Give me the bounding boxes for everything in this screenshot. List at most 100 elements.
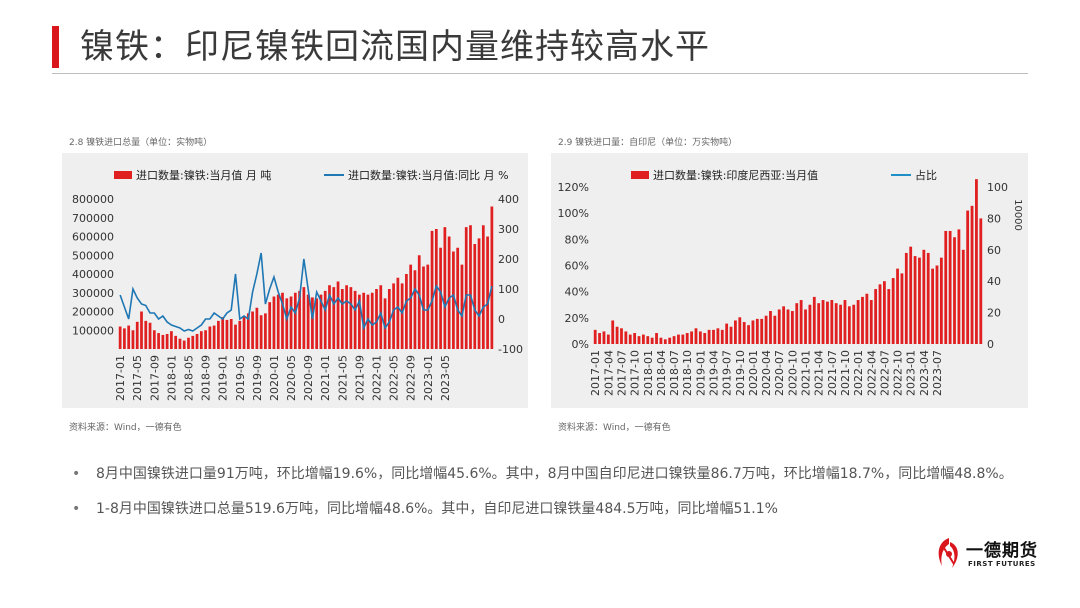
data-bar — [931, 268, 934, 344]
line-series — [119, 252, 493, 332]
x-axis-tick-label: 2021-09 — [353, 355, 366, 401]
x-axis-tick-label: 2023-04 — [918, 350, 931, 396]
right-chart-source: 资料来源：Wind，一德有色 — [558, 423, 671, 433]
data-bar — [144, 320, 148, 350]
left-chart-svg: 进口数量:镍铁:当月值 月 吨 进口数量:镍铁:当月值:同比 月 % 100000 2… — [72, 168, 523, 401]
data-bar — [593, 329, 597, 344]
x-axis-tick-label: 2018-09 — [200, 355, 213, 401]
data-bar — [456, 247, 460, 349]
data-bar — [738, 317, 742, 344]
data-bar — [443, 227, 447, 350]
x-axis-tick-label: 2021-10 — [839, 350, 852, 396]
data-bar — [650, 337, 654, 344]
bullet-list: • 8月中国镍铁进口量91万吨，环比增幅19.6%，同比增幅45.6%。其中，8… — [72, 462, 1032, 532]
data-bar — [477, 238, 481, 350]
right-axis-tick-label: 60 — [987, 244, 1001, 257]
data-bar — [707, 329, 711, 344]
data-bar — [672, 336, 676, 344]
data-bar — [804, 309, 807, 344]
data-bar — [624, 331, 628, 344]
left-axis-tick-label: 800000 — [72, 193, 114, 206]
data-bar — [830, 300, 834, 344]
data-bar — [755, 318, 759, 344]
left-axis-tick-label: 600000 — [72, 231, 114, 244]
data-bar — [221, 317, 225, 350]
right-axis-tick-label: 200 — [498, 253, 519, 266]
bullet-dot: • — [72, 466, 81, 482]
x-axis-tick-label: 2019-01 — [694, 350, 707, 396]
data-bar — [869, 300, 873, 344]
x-axis-tick-label: 2020-01 — [268, 355, 281, 401]
data-bar — [379, 285, 383, 349]
data-bar — [948, 230, 952, 344]
x-axis-tick-label: 2020-05 — [285, 355, 298, 401]
data-bar — [353, 290, 357, 350]
data-bar — [900, 273, 904, 344]
data-bar — [786, 309, 790, 344]
right-chart-svg: 进口数量:镍铁:印度尼西亚:当月值 占比 0% 20% 40% 60% 80% 100% 120… — [558, 168, 1023, 396]
x-axis-tick-label: 2019-04 — [708, 350, 721, 396]
data-bar — [821, 300, 825, 344]
right-chart-panel: 进口数量:镍铁:印度尼西亚:当月值 占比 0% 20% 40% 60% 80% 100% 120… — [551, 153, 1028, 408]
data-bar — [383, 298, 387, 350]
data-bar — [918, 257, 921, 344]
left-axis-tick-label: 20% — [565, 312, 589, 325]
data-bar — [140, 311, 143, 349]
data-bar — [777, 309, 781, 344]
x-axis-tick-label: 2018-01 — [165, 355, 178, 401]
data-bar — [392, 283, 395, 350]
data-bar — [742, 322, 746, 344]
data-bar — [606, 334, 610, 344]
data-bar — [773, 315, 777, 344]
data-bar — [716, 328, 720, 344]
right-axis-ticks: 0 20 40 60 80 100 — [987, 181, 1008, 351]
right-axis-tick-label: 0 — [498, 313, 505, 326]
data-bar — [961, 249, 965, 344]
data-bar — [620, 328, 623, 344]
data-bar — [195, 334, 199, 349]
data-bar — [340, 289, 344, 349]
data-bar — [904, 252, 908, 344]
data-bar — [874, 289, 878, 344]
right-axis-tick-label: 40 — [987, 275, 1001, 288]
data-bar — [659, 337, 663, 344]
data-bar — [259, 315, 263, 349]
data-bar — [272, 296, 276, 349]
data-bar — [212, 325, 216, 349]
x-axis-tick-label: 2017-05 — [131, 355, 144, 401]
data-bar — [191, 335, 195, 350]
data-bar — [887, 289, 891, 344]
data-bar — [255, 307, 259, 349]
x-axis-tick-label: 2017-09 — [148, 355, 161, 401]
data-bar — [306, 294, 310, 350]
data-bar — [970, 205, 974, 344]
x-axis-tick-label: 2020-07 — [773, 350, 786, 396]
data-bar — [217, 320, 220, 350]
data-bar — [161, 334, 165, 349]
bullet-item: • 1-8月中国镍铁进口总量519.6万吨，同比增幅48.6%。其中，自印尼进口… — [72, 497, 1032, 522]
data-bar — [790, 311, 794, 344]
bullet-dot: • — [72, 501, 81, 517]
data-bar — [922, 249, 926, 344]
data-bar — [703, 333, 707, 344]
x-axis-tick-label: 2018-01 — [642, 350, 655, 396]
data-bar — [957, 229, 961, 344]
right-axis-tick-label: 80 — [987, 212, 1001, 225]
data-bar — [182, 340, 186, 349]
x-axis-tick-label: 2017-07 — [615, 350, 628, 396]
x-axis-tick-label: 2023-07 — [931, 350, 944, 396]
left-axis-tick-label: 60% — [565, 260, 589, 273]
legend-bar-swatch — [114, 171, 132, 179]
data-bar — [238, 320, 242, 350]
bar-series — [593, 179, 983, 344]
x-axis-tick-label: 2021-07 — [826, 350, 839, 396]
left-axis-ticks: 0% 20% 40% 60% 80% 100% 120% — [558, 181, 589, 351]
data-bar — [319, 294, 323, 350]
data-bar — [464, 227, 468, 350]
data-bar — [366, 294, 370, 350]
x-axis-tick-label: 2022-01 — [852, 350, 865, 396]
data-bar — [452, 251, 455, 349]
data-bar — [285, 298, 289, 350]
data-bar — [812, 296, 816, 344]
data-bar — [834, 303, 838, 344]
